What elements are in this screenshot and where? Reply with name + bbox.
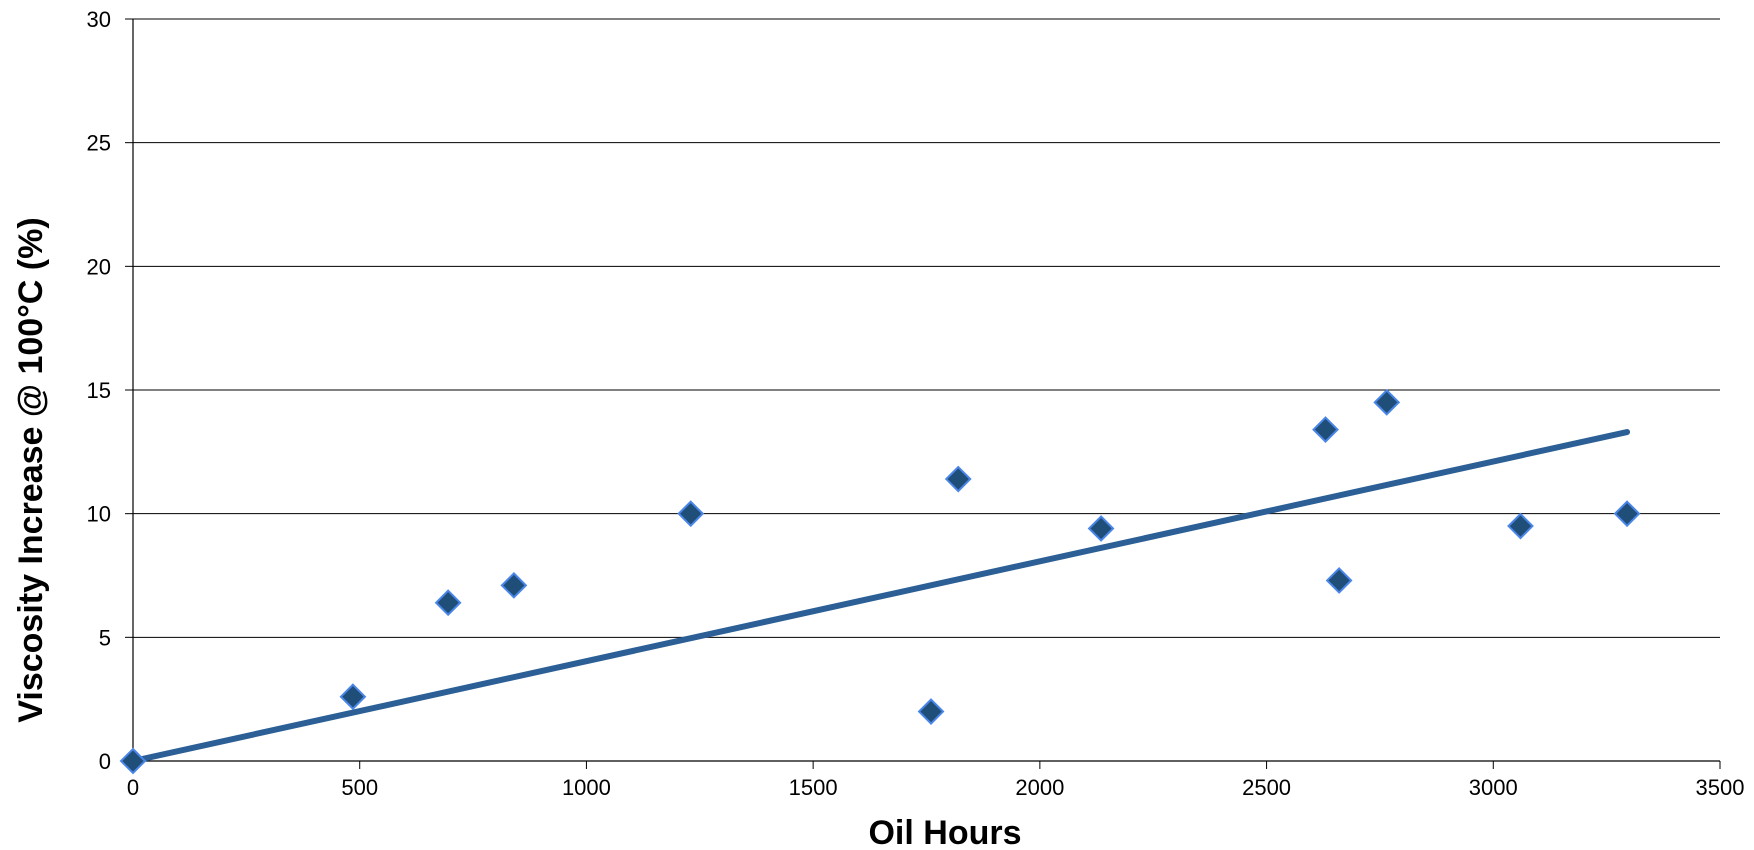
x-tick-label: 0: [127, 775, 139, 800]
y-tick-label: 0: [99, 749, 111, 774]
x-tick-label: 3000: [1469, 775, 1518, 800]
y-tick-label: 30: [87, 7, 111, 32]
y-tick-label: 15: [87, 378, 111, 403]
y-axis-title: Viscosity Increase @ 100°C (%): [12, 217, 50, 722]
grid-lines: [133, 18, 1720, 638]
data-point: [500, 571, 528, 599]
y-tick-label: 25: [87, 131, 111, 156]
x-tick-labels: 0 500 1000 1500 2000 2500 3000 3500: [127, 775, 1745, 800]
x-axis-title: Oil Hours: [868, 814, 1021, 850]
data-point: [944, 465, 972, 493]
data-point: [1507, 512, 1534, 540]
data-point: [119, 747, 147, 775]
y-tick-label: 20: [87, 254, 111, 279]
x-tick-label: 500: [341, 775, 378, 800]
data-point: [1087, 515, 1115, 542]
data-point: [917, 698, 945, 725]
x-tick-label: 2500: [1242, 775, 1291, 800]
data-point: [1325, 567, 1353, 594]
data-point: [1373, 388, 1401, 416]
x-tick-label: 1500: [789, 775, 838, 800]
data-point: [434, 589, 462, 617]
data-point: [677, 500, 705, 528]
data-point: [1312, 416, 1339, 443]
y-tick-label: 5: [99, 625, 111, 650]
x-tick-label: 2000: [1015, 775, 1064, 800]
trendline: [130, 429, 1631, 764]
data-points: [119, 388, 1641, 775]
x-tick-label: 1000: [562, 775, 611, 800]
data-point: [1613, 500, 1641, 528]
y-tick-labels: 0 5 10 15 20 25 30: [87, 7, 111, 774]
x-tick-label: 3500: [1696, 775, 1745, 800]
data-point: [339, 683, 367, 711]
trendline-layer: [130, 429, 1631, 764]
y-tick-label: 10: [87, 502, 111, 527]
axes: [125, 18, 1721, 769]
